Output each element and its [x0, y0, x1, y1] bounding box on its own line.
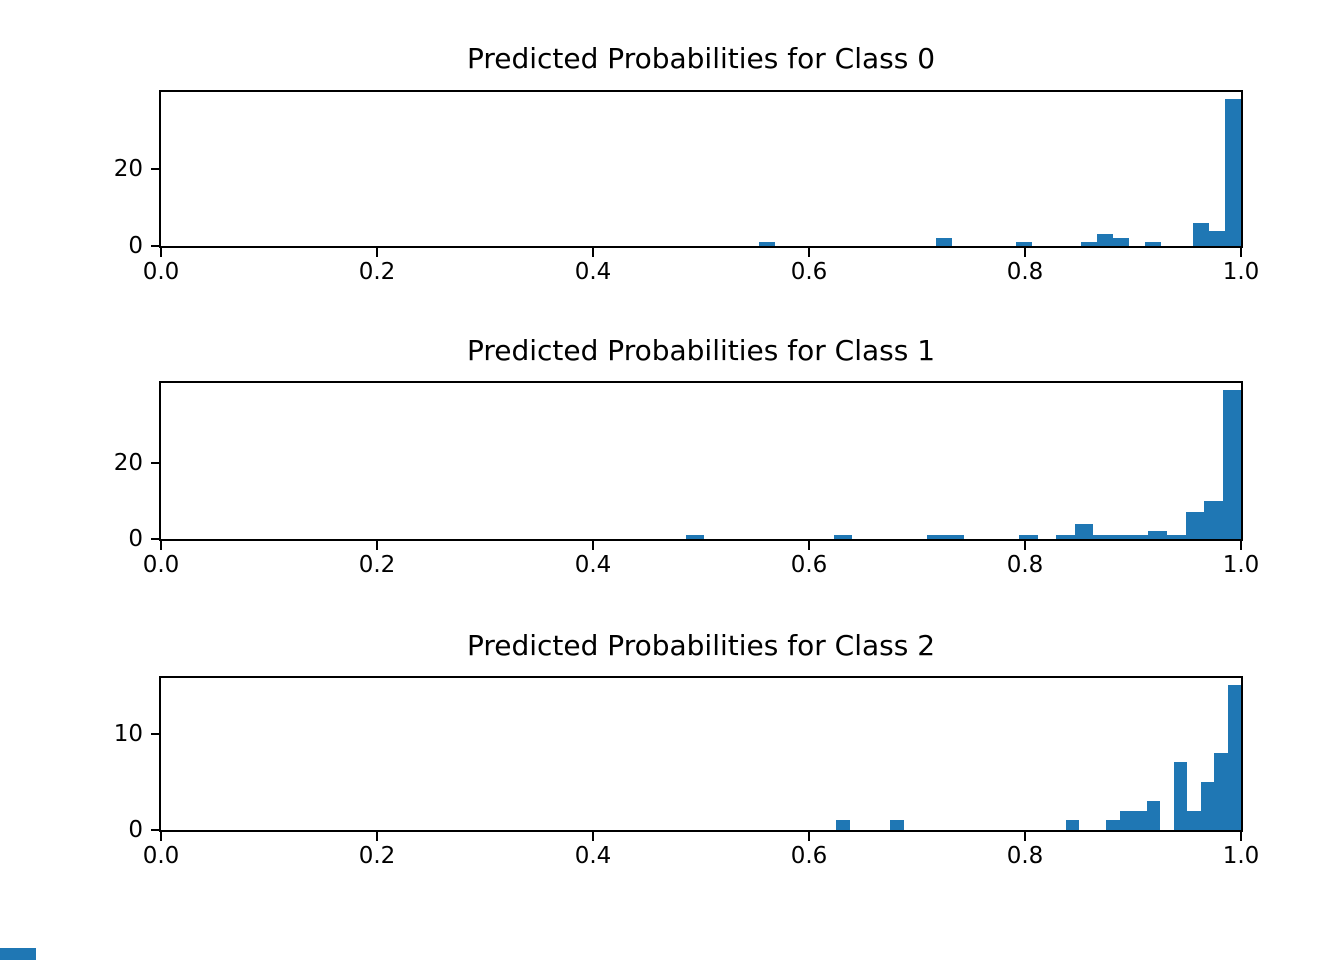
- x-tick-label: 0.8: [1006, 259, 1044, 285]
- axes-class-2: [151, 676, 1243, 841]
- hist-bar: [1119, 810, 1133, 830]
- x-tick-label: 0.4: [574, 843, 612, 869]
- hist-bar: [1225, 99, 1241, 246]
- x-tick-label: 0.8: [1006, 843, 1044, 869]
- hist-bar: [1187, 810, 1201, 830]
- hist-bar: [1146, 801, 1160, 830]
- x-tick: [1024, 248, 1026, 257]
- x-tick: [160, 541, 162, 550]
- x-tick-label: 0.0: [142, 552, 180, 578]
- hist-bar: [1204, 500, 1223, 539]
- hist-bar: [1185, 512, 1204, 539]
- x-tick-label: 1.0: [1222, 259, 1260, 285]
- x-tick: [376, 541, 378, 550]
- x-tick: [160, 248, 162, 257]
- axes-class-0: [151, 90, 1243, 257]
- hist-bar: [1200, 781, 1214, 830]
- x-tick-label: 0.0: [142, 259, 180, 285]
- hist-bar: [1056, 535, 1075, 539]
- y-tick: [151, 461, 159, 464]
- hist-bar: [685, 535, 705, 539]
- plot-title-class-1: Predicted Probabilities for Class 1: [466, 334, 936, 367]
- hist-bar: [1227, 685, 1241, 830]
- hist-bar: [926, 535, 945, 539]
- x-tick-label: 0.6: [790, 259, 828, 285]
- hist-bar: [1193, 222, 1210, 246]
- y-tick-label: 0: [128, 526, 143, 552]
- x-tick-label: 0.8: [1006, 552, 1044, 578]
- hist-bar: [1209, 230, 1226, 246]
- hist-bar: [1214, 752, 1228, 830]
- hist-bar: [1133, 810, 1147, 830]
- y-tick: [151, 167, 159, 170]
- x-tick: [376, 832, 378, 841]
- x-tick: [808, 541, 810, 550]
- hist-bar: [1148, 531, 1167, 539]
- hist-bar: [1111, 535, 1130, 539]
- y-tick: [151, 245, 159, 247]
- x-tick: [160, 832, 162, 841]
- hist-bar: [1144, 242, 1161, 246]
- hist-bar: [1106, 820, 1120, 830]
- x-tick: [1240, 248, 1242, 257]
- x-tick: [1240, 541, 1242, 550]
- y-tick-label: 0: [128, 233, 143, 259]
- bottom-left-blue-artifact: [0, 948, 36, 960]
- hist-bar: [945, 535, 964, 539]
- x-tick: [592, 541, 594, 550]
- y-tick-label: 0: [128, 817, 143, 843]
- axes-class-1: [151, 381, 1243, 550]
- x-tick: [808, 248, 810, 257]
- plot-title-class-2: Predicted Probabilities for Class 2: [466, 629, 936, 662]
- x-tick: [1024, 832, 1026, 841]
- hist-bar: [1093, 535, 1112, 539]
- hist-bar: [1173, 762, 1187, 830]
- hist-bar: [758, 242, 775, 246]
- hist-bar: [1065, 820, 1079, 830]
- x-tick: [808, 832, 810, 841]
- y-tick: [151, 732, 159, 735]
- y-tick-label: 20: [113, 449, 143, 476]
- x-tick: [1240, 832, 1242, 841]
- hist-bar: [1016, 242, 1033, 246]
- plot-title-class-0: Predicted Probabilities for Class 0: [466, 42, 936, 75]
- hist-bar: [1112, 238, 1129, 246]
- x-tick: [592, 832, 594, 841]
- y-tick: [151, 538, 159, 540]
- y-tick-label: 20: [113, 155, 143, 182]
- hist-bar: [890, 820, 904, 830]
- x-tick-label: 0.4: [574, 259, 612, 285]
- y-tick-label: 10: [113, 720, 143, 747]
- x-tick-label: 0.0: [142, 843, 180, 869]
- x-tick-label: 0.2: [358, 259, 396, 285]
- hist-bar: [1080, 242, 1097, 246]
- hist-bar: [1222, 390, 1241, 539]
- x-tick-label: 0.2: [358, 552, 396, 578]
- x-tick-label: 1.0: [1222, 843, 1260, 869]
- hist-bar: [836, 820, 850, 830]
- x-tick: [592, 248, 594, 257]
- hist-bar: [1019, 535, 1038, 539]
- x-tick-label: 0.6: [790, 843, 828, 869]
- hist-bar: [1096, 234, 1113, 246]
- hist-bar: [833, 535, 853, 539]
- y-tick: [151, 829, 159, 831]
- x-tick: [1024, 541, 1026, 550]
- x-tick-label: 0.2: [358, 843, 396, 869]
- x-tick-label: 0.4: [574, 552, 612, 578]
- hist-bar: [1167, 535, 1186, 539]
- hist-bar: [935, 238, 952, 246]
- x-tick-label: 1.0: [1222, 552, 1260, 578]
- hist-bar: [1130, 535, 1149, 539]
- x-tick: [376, 248, 378, 257]
- hist-bar: [1074, 523, 1094, 539]
- x-tick-label: 0.6: [790, 552, 828, 578]
